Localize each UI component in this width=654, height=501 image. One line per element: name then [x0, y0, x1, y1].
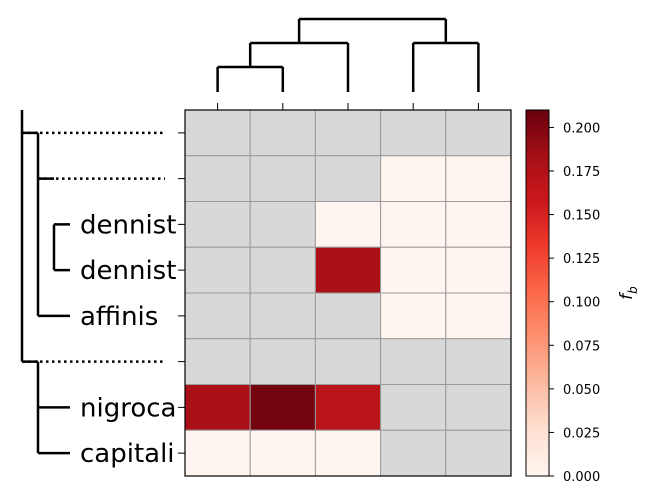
colorbar-tick-label: 0.175	[563, 165, 600, 180]
colorbar-ticks: 0.000 0.025 0.050 0.075 0.100 0.125 0.150 0.175…	[549, 121, 600, 485]
heatmap-cell-r5-c1	[249, 338, 316, 385]
heatmap-cell-r6-c1	[249, 384, 316, 431]
heatmap-cell-r6-c3	[380, 384, 447, 431]
row-label: capitali	[80, 439, 175, 469]
heatmap-cells	[184, 109, 512, 477]
heatmap-frame	[184, 109, 512, 477]
heatmap-cell-r3-c3	[380, 246, 447, 294]
heatmap-cell-r1-c0	[184, 155, 251, 202]
heatmap-cell-r5-c4	[445, 338, 512, 385]
row-labels: dennist dennist affinis nigroca capitali	[80, 132, 185, 469]
colorbar-tick-label: 0.200	[563, 121, 600, 136]
heatmap-cell-r5-c2	[314, 338, 382, 385]
heatmap-cell-r1-c2	[314, 155, 382, 202]
heatmap-cell-r2-c3	[380, 201, 447, 248]
heatmap-cell-r4-c4	[445, 292, 512, 340]
heatmap-cell-r7-c2	[314, 429, 382, 477]
heatmap-cell-r3-c1	[249, 246, 316, 294]
colorbar-label: fb	[617, 286, 640, 300]
row-label: dennist	[80, 210, 176, 240]
heatmap-cell-r4-c3	[380, 292, 447, 340]
heatmap-cell-r1-c3	[380, 155, 447, 202]
colorbar-tick-label: 0.000	[563, 470, 600, 485]
row-label: dennist	[80, 256, 176, 286]
heatmap-cell-r3-c2	[314, 246, 382, 294]
heatmap-cell-r4-c1	[249, 292, 316, 340]
heatmap-cell-r3-c4	[445, 246, 512, 294]
heatmap-cell-r2-c2	[314, 201, 382, 248]
heatmap-cell-r6-c0	[184, 384, 251, 431]
heatmap-cell-r2-c4	[445, 201, 512, 248]
row-label: nigroca	[80, 393, 176, 423]
heatmap-cell-r7-c4	[445, 429, 512, 477]
heatmap-cell-r5-c3	[380, 338, 447, 385]
heatmap-cell-r0-c1	[249, 109, 316, 157]
heatmap-cell-r4-c2	[314, 292, 382, 340]
heatmap-cell-r0-c4	[445, 109, 512, 157]
colorbar: 0.000 0.025 0.050 0.075 0.100 0.125 0.150 0.175…	[525, 109, 640, 485]
colorbar-tick-label: 0.125	[563, 252, 600, 267]
heatmap-cell-r5-c0	[184, 338, 251, 385]
column-dendrogram	[216, 17, 480, 92]
heatmap-cell-r4-c0	[184, 292, 251, 340]
heatmap-cell-r0-c2	[314, 109, 382, 157]
colorbar-tick-label: 0.150	[563, 209, 600, 224]
heatmap-cell-r3-c0	[184, 246, 251, 294]
heatmap-cell-r2-c1	[249, 201, 316, 248]
heatmap-cell-r1-c1	[249, 155, 316, 202]
colorbar-tick-label: 0.100	[563, 296, 600, 311]
heatmap-cell-r6-c4	[445, 384, 512, 431]
colorbar-tick-label: 0.075	[563, 339, 600, 354]
heatmap-cell-r7-c0	[184, 429, 251, 477]
heatmap-cell-r6-c2	[314, 384, 382, 431]
colorbar-gradient	[525, 109, 550, 477]
heatmap-cell-r0-c3	[380, 109, 447, 157]
heatmap-cell-r2-c0	[184, 201, 251, 248]
colorbar-tick-label: 0.025	[563, 426, 600, 441]
heatmap-cell-r1-c4	[445, 155, 512, 202]
heatmap-cell-r0-c0	[184, 109, 251, 157]
row-label: affinis	[80, 302, 158, 332]
heatmap-cell-r7-c3	[380, 429, 447, 477]
heatmap-cell-r7-c1	[249, 429, 316, 477]
column-ticks	[217, 103, 479, 110]
row-dendrogram	[20, 110, 165, 455]
colorbar-tick-label: 0.050	[563, 383, 600, 398]
